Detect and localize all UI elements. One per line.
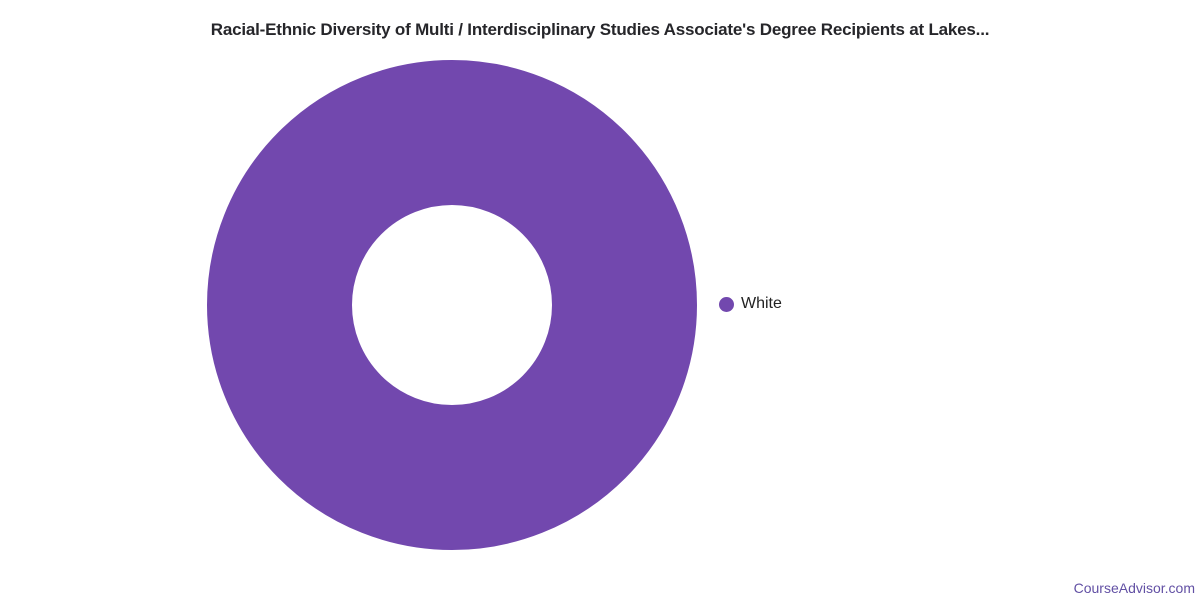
donut-chart-svg [207,60,697,550]
donut-chart [202,55,702,555]
chart-title: Racial-Ethnic Diversity of Multi / Inter… [210,20,990,39]
legend-item-white[interactable]: White [719,294,782,314]
legend-swatch-icon [719,296,734,312]
donut-slice-white[interactable] [207,60,697,550]
courseadvisor-link[interactable]: CourseAdvisor.com [1073,580,1195,596]
legend-label: White [741,295,782,312]
